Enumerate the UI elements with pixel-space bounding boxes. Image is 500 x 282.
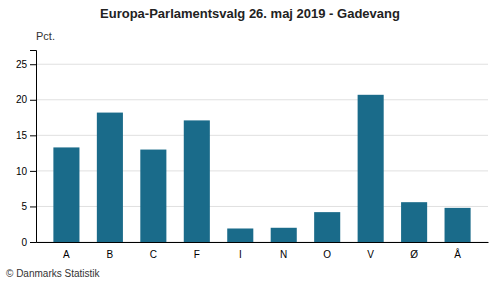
tick-label: 20 [16,94,28,105]
tick-mark [30,242,36,243]
axis-line [30,51,37,243]
tick: F [194,249,200,260]
tick: V [367,249,374,260]
tick-mark [30,171,36,172]
axis-title: Pct. [36,30,55,42]
bar [184,120,210,242]
tick: 5 [21,201,36,212]
grid [36,64,488,242]
bars [53,95,470,242]
tick: B [107,249,114,260]
plot: 0 5 10 15 20 25 A B C F I N O V Ø Å [16,51,489,261]
bar [97,113,123,242]
tick-label: F [194,249,200,260]
bar [271,228,297,242]
bar [140,150,166,242]
tick-label: O [323,249,331,260]
tick-label: B [107,249,114,260]
tick: A [63,249,70,260]
tick-mark [30,135,36,136]
tick-label: 15 [16,130,28,141]
title: Europa-Parlamentsvalg 26. maj 2019 - Gad… [100,6,400,21]
footer: © Danmarks Statistik [6,268,101,279]
tick-label: N [280,249,287,260]
tick-mark [30,206,36,207]
y-axis: 0 5 10 15 20 25 [16,51,37,248]
bar [358,95,384,242]
tick-mark [30,100,36,101]
tick-label: C [150,249,157,260]
tick: I [239,249,242,260]
tick: C [150,249,157,260]
tick-label: 25 [16,59,28,70]
bar [445,208,471,242]
tick-label: Å [454,248,461,260]
tick: 25 [16,59,36,70]
axis-line [37,242,489,243]
tick: 10 [16,166,36,177]
tick: 20 [16,94,36,105]
tick: 15 [16,130,36,141]
tick-label: 0 [21,237,27,248]
tick-label: Ø [410,249,418,260]
bar [314,212,340,242]
x-axis: ABCFINOVØÅ [37,243,489,261]
bar [53,147,79,242]
tick: Å [454,248,461,260]
grid-line [36,64,488,65]
tick-label: I [239,249,242,260]
tick-label: A [63,249,70,260]
bar [401,202,427,242]
grid-line [36,99,488,100]
bar [227,228,253,242]
tick: N [280,249,287,260]
tick-mark [30,64,36,65]
tick: O [323,249,331,260]
chart: 0 5 10 15 20 25 A B C F I N O V Ø Å Pct. Europa-Parlament… [0,0,500,282]
tick-label: V [367,249,374,260]
tick: 0 [21,237,36,248]
tick-label: 10 [16,166,28,177]
tick-label: 5 [21,201,27,212]
tick: Ø [410,249,418,260]
